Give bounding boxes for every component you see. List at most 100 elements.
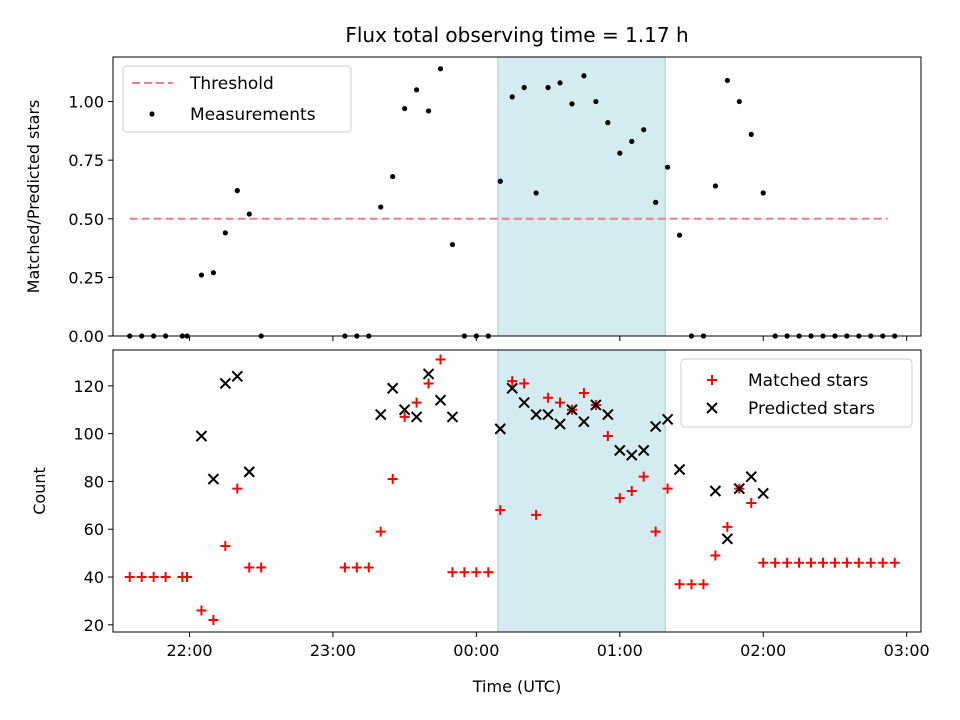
matched-star-point [411, 397, 422, 408]
predicted-star-point [398, 404, 411, 416]
measurement-point [593, 98, 599, 105]
measurement-point [760, 190, 766, 196]
matched-star-point [351, 562, 362, 573]
matched-star-point [507, 376, 518, 387]
predicted-star-point [386, 382, 399, 394]
matched-star-point [746, 497, 757, 508]
measurement-point [748, 131, 754, 137]
x-axis-label: Time (UTC) [472, 677, 561, 696]
y-tick-label: 80 [84, 472, 104, 491]
measurement-point [712, 183, 719, 189]
matched-star-point [160, 572, 171, 583]
predicted-star-point [602, 408, 614, 421]
predicted-star-point [673, 463, 686, 476]
predicted-star-point [243, 466, 255, 478]
predicted-star-point [542, 408, 554, 421]
matched-star-point [853, 557, 864, 568]
matched-star-point [339, 562, 350, 573]
y-tick-label: 120 [73, 377, 104, 396]
matched-star-point [375, 526, 386, 537]
legend-threshold-label: Threshold [189, 74, 274, 94]
matched-star-point [519, 378, 530, 389]
legend: Threshold Measurements [122, 65, 352, 133]
matched-star-point [686, 579, 697, 590]
matched-star-point [758, 557, 769, 568]
measurement-point [390, 173, 396, 180]
predicted-star-point [494, 423, 506, 435]
predicted-star-point [661, 413, 674, 426]
predicted-star-point [614, 444, 626, 457]
measurement-point [402, 105, 408, 112]
highlight-span [497, 349, 666, 633]
matched-star-point [650, 526, 661, 537]
measurement-point [665, 164, 671, 170]
measurement-point [629, 138, 635, 145]
count-panel: 22:00 23:00 00:00 01:00 02:00 03:00 20 40 60 80 10… [30, 349, 930, 696]
y-tick-label: 1.00 [68, 93, 104, 112]
legend-predicted-label: Predicted stars [748, 399, 875, 419]
predicted-star-point [506, 382, 518, 394]
matched-star-point [578, 388, 589, 399]
matched-star-point [208, 615, 219, 626]
matched-star-point [543, 392, 554, 403]
measurement-point [246, 211, 252, 217]
y-axis-label: Count [30, 467, 49, 515]
measurement-point [222, 230, 228, 236]
measurement-point [557, 80, 563, 86]
matched-star-point [794, 557, 805, 568]
chart-title: Flux total observing time = 1.17 h [345, 23, 688, 47]
matched-star-point [674, 579, 685, 590]
matched-star-point [363, 562, 374, 573]
matched-star-point [829, 557, 840, 568]
matched-star-point [614, 493, 625, 504]
y-tick-label: 0.25 [68, 268, 104, 287]
measurement-point [509, 94, 515, 100]
predicted-star-point [721, 533, 734, 545]
predicted-star-point [446, 411, 459, 423]
y-tick-label: 60 [84, 520, 104, 539]
matched-star-point [447, 567, 458, 578]
matched-star-point [232, 483, 243, 494]
measurement-point [210, 270, 217, 276]
matched-star-point [423, 378, 434, 389]
legend-frame [680, 358, 913, 428]
legend-measurements-label: Measurements [190, 105, 316, 125]
measurement-point [653, 199, 659, 205]
predicted-star-point [434, 394, 447, 406]
y-tick-label: 0.75 [68, 151, 104, 170]
matched-star-point [722, 521, 733, 532]
matched-star-point [387, 474, 398, 485]
x-tick-label: 00:00 [453, 641, 499, 660]
measurement-point [617, 150, 623, 156]
matched-star-point [244, 562, 255, 573]
matched-star-point [555, 397, 566, 408]
highlight-span [497, 56, 666, 337]
predicted-star-point [757, 487, 769, 500]
predicted-star-point [578, 415, 590, 428]
measurement-point [545, 84, 551, 91]
measurement-point [449, 241, 456, 248]
x-tick-label: 01:00 [597, 641, 643, 660]
matched-star-point [182, 572, 193, 583]
measurement-point [533, 190, 539, 196]
matched-star-point [148, 572, 159, 583]
axes-frame [112, 56, 922, 337]
predicted-star-point [410, 411, 423, 423]
measurement-point [569, 101, 575, 107]
x-tick-label: 03:00 [884, 641, 930, 660]
predicted-star-point [207, 473, 220, 485]
matched-star-point [220, 540, 231, 551]
matched-star-point [817, 557, 828, 568]
measurement-point [521, 84, 527, 91]
matched-star-point [256, 562, 267, 573]
predicted-star-point [709, 485, 722, 497]
matched-star-point [495, 505, 506, 516]
matched-star-point [698, 579, 709, 590]
predicted-star-point [649, 420, 662, 433]
matched-star-point [638, 471, 649, 482]
predicted-star-point [375, 408, 387, 421]
matched-star-point [602, 431, 613, 442]
legend-predicted-swatch [706, 402, 718, 414]
measurement-point [676, 232, 683, 238]
